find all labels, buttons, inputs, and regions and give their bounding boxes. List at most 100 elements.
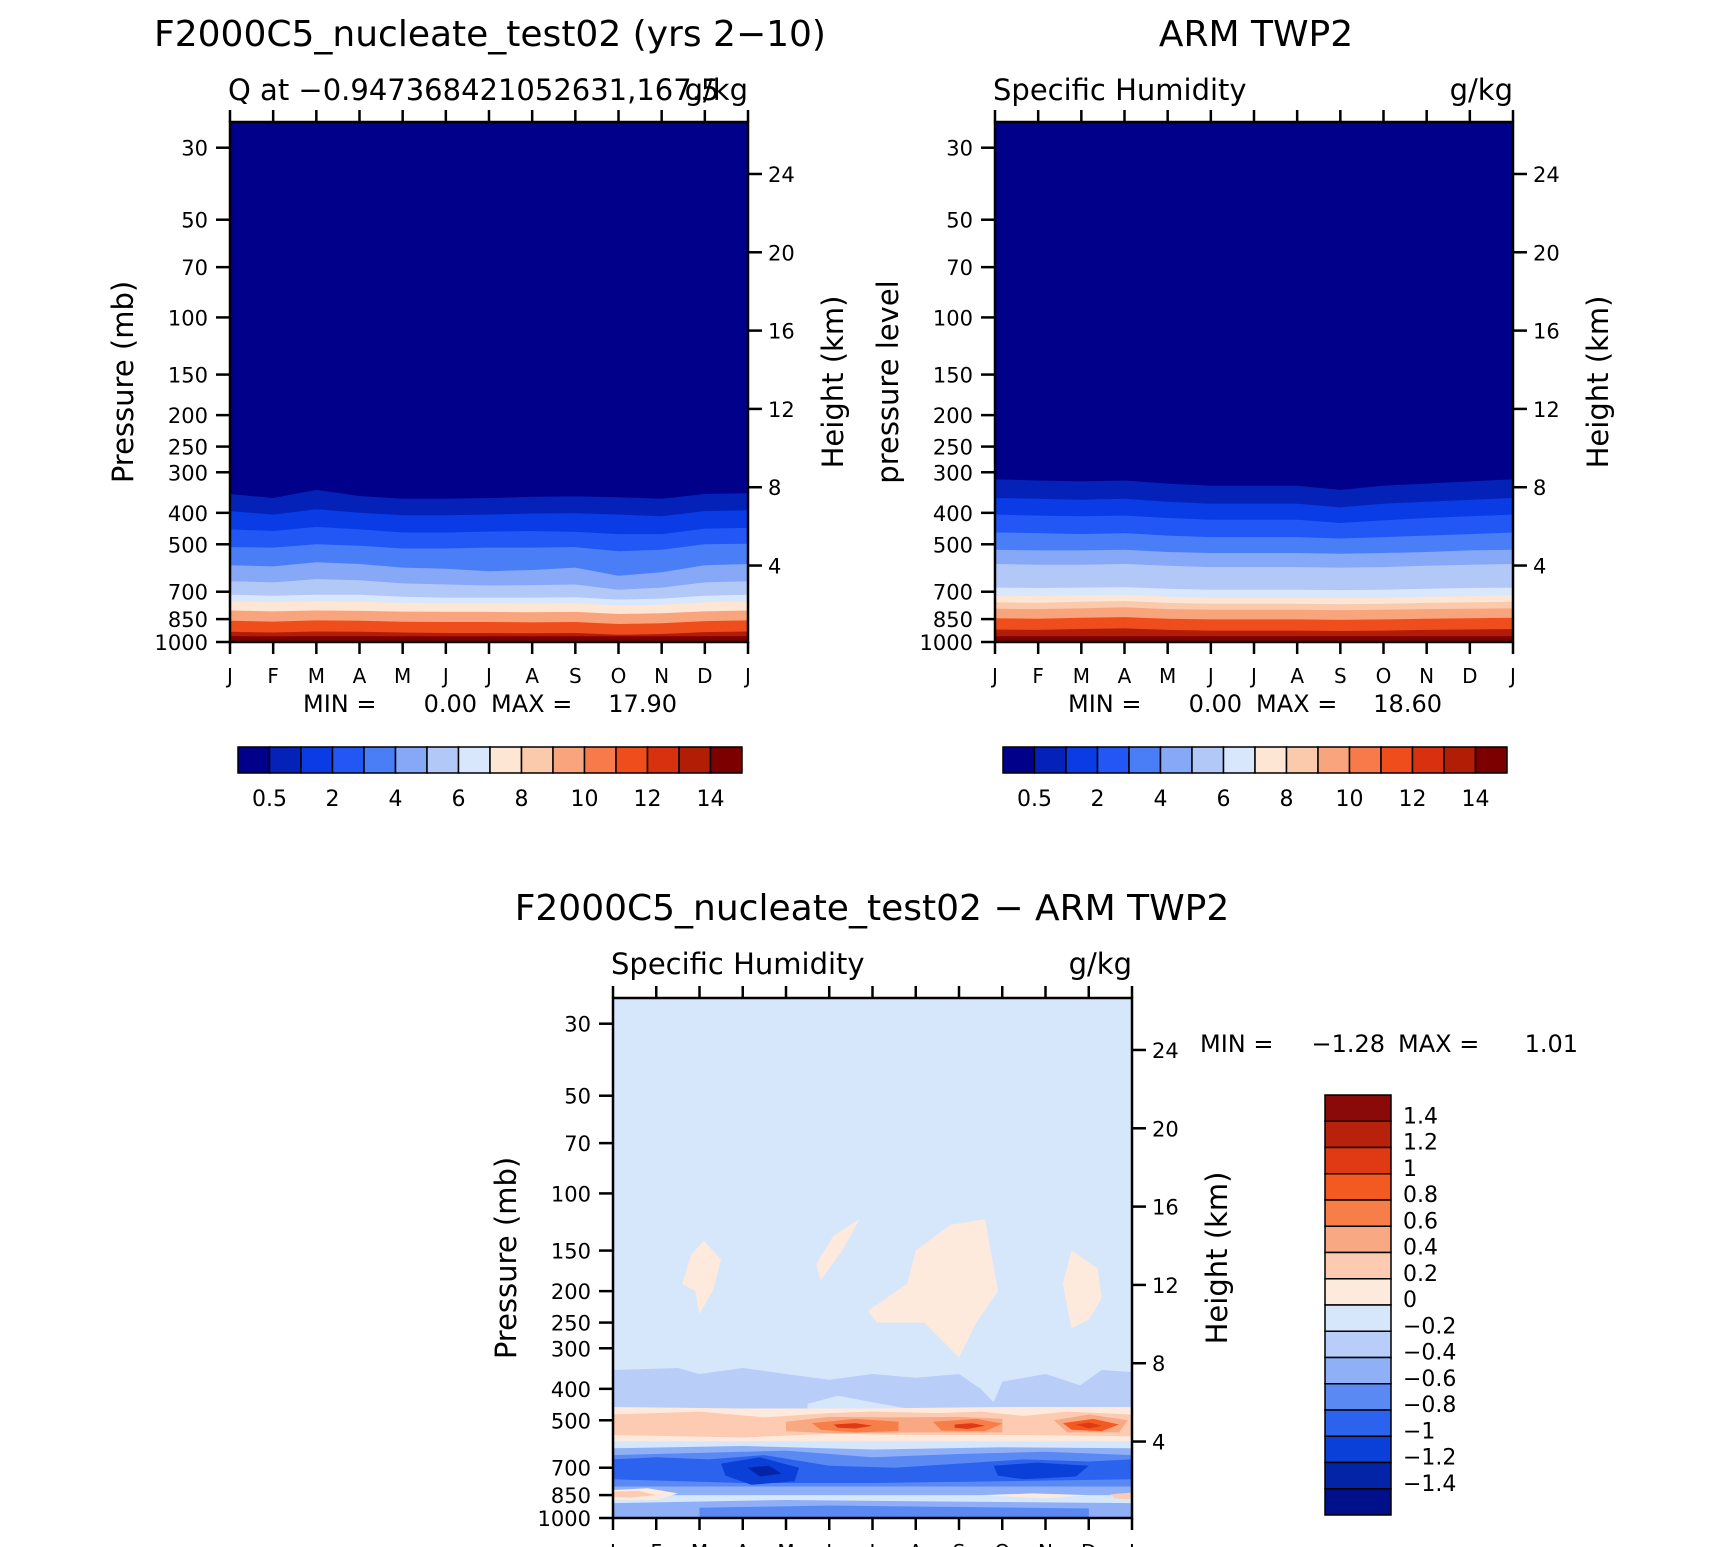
diff-htick-label: 4 [1152, 1431, 1165, 1455]
diff-colorbar-box [1324, 1094, 1392, 1122]
diff-htick-label: 24 [1152, 1039, 1179, 1063]
diff-ptick-label: 300 [551, 1337, 591, 1361]
diff-colorbar: 1.41.210.80.60.40.20−0.2−0.4−0.6−0.8−1−1… [1324, 1094, 1456, 1516]
diff-band-neg-700-e [993, 1462, 1089, 1480]
diff-month-label: M [691, 1540, 708, 1547]
obs-ptick-label: 70 [946, 256, 973, 280]
diff-colorbar-label: 0 [1403, 1288, 1417, 1313]
model-ptick-label: 70 [181, 256, 208, 280]
obs-colorbar-box [1317, 746, 1351, 774]
obs-ptick-label: 850 [933, 608, 973, 632]
diff-max-core-2 [954, 1423, 985, 1429]
diff-min-value: −1.28 [1311, 1030, 1385, 1058]
diff-title: F2000C5_nucleate_test02 − ARM TWP2 [515, 888, 1230, 929]
model-colorbar-label: 6 [452, 787, 466, 812]
obs-colorbar-box [1128, 746, 1162, 774]
obs-ptick-label: 1000 [920, 631, 973, 655]
model-plot [230, 122, 748, 642]
obs-ptick-label: 500 [933, 533, 973, 557]
diff-max-label: MAX = [1398, 1030, 1479, 1058]
obs-colorbar-label: 10 [1336, 787, 1364, 812]
model-ptick-label: 400 [168, 502, 208, 526]
diff-month-label: J [868, 1540, 876, 1547]
obs-colorbar-box [1065, 746, 1099, 774]
model-colorbar-box [331, 746, 365, 774]
model-month-label: J [743, 664, 751, 688]
obs-colorbar-box [1411, 746, 1445, 774]
obs-htick-label: 8 [1533, 476, 1546, 500]
diff-ptick-label: 850 [551, 1484, 591, 1508]
diff-ptick-label: 700 [551, 1457, 591, 1481]
obs-htick-label: 16 [1533, 320, 1560, 344]
diff-surface-neg-2 [699, 1505, 1089, 1518]
obs-min-value: 0.00 [1189, 690, 1242, 718]
obs-colorbar-box [1285, 746, 1319, 774]
model-max-label: MAX = [491, 690, 572, 718]
obs-colorbar-box [1002, 746, 1036, 774]
diff-colorbar-label: 1 [1403, 1157, 1417, 1182]
model-ptick-label: 700 [168, 581, 208, 605]
diff-units: g/kg [1069, 947, 1132, 981]
diff-colorbar-box [1324, 1330, 1392, 1359]
diff-colorbar-box [1324, 1383, 1392, 1411]
obs-colorbar-label: 4 [1154, 787, 1168, 812]
model-colorbar-box [268, 746, 302, 774]
diff-colorbar-label: −1.4 [1403, 1472, 1456, 1497]
obs-htick-label: 4 [1533, 555, 1546, 579]
diff-ptick-label: 400 [551, 1378, 591, 1402]
diff-colorbar-box [1324, 1199, 1392, 1227]
diff-colorbar-label: 0.2 [1403, 1262, 1438, 1287]
model-band-max [230, 636, 748, 642]
diff-ylabel-right: Height (km) [1200, 1172, 1234, 1345]
diff-blob-upper-3 [868, 1219, 998, 1358]
obs-htick-label: 20 [1533, 241, 1560, 265]
model-ptick-label: 150 [168, 364, 208, 388]
diff-ylabel-left: Pressure (mb) [489, 1157, 523, 1359]
model-max-value: 17.90 [608, 690, 677, 718]
model-month-label: F [267, 664, 279, 688]
obs-ptick-label: 700 [933, 581, 973, 605]
model-units: g/kg [685, 73, 748, 107]
obs-colorbar-label: 0.5 [1017, 787, 1052, 812]
obs-colorbar-box [1033, 746, 1067, 774]
model-colorbar-label: 10 [571, 787, 599, 812]
model-ylabel-left: Pressure (mb) [106, 281, 140, 483]
model-month-label: M [308, 664, 325, 688]
model-colorbar-box [520, 746, 554, 774]
obs-min-label: MIN = [1068, 690, 1141, 718]
model-colorbar-label: 8 [515, 787, 529, 812]
diff-colorbar-box [1324, 1146, 1392, 1175]
diff-surface-pos-3 [980, 1493, 1089, 1499]
diff-max-core-3 [1075, 1422, 1102, 1429]
diff-month-label: N [1038, 1540, 1053, 1547]
diff-colorbar-label: −0.8 [1403, 1393, 1456, 1418]
diff-blob-upper-1 [682, 1240, 722, 1314]
obs-ylabel-right: Height (km) [1581, 296, 1615, 469]
diff-month-label: D [1081, 1540, 1096, 1547]
model-month-label: N [654, 664, 669, 688]
diff-colorbar-box [1324, 1225, 1392, 1254]
diff-colorbar-box [1324, 1409, 1392, 1437]
diff-ptick-label: 250 [551, 1312, 591, 1336]
model-month-label: J [441, 664, 449, 688]
obs-colorbar: 0.5 2 4 6 8 10 12 14 [1002, 746, 1508, 812]
diff-blob-upper-2 [816, 1219, 860, 1281]
obs-colorbar-box [1348, 746, 1382, 774]
model-colorbar-box [426, 746, 460, 774]
diff-ptick-label: 70 [564, 1132, 591, 1156]
diff-htick-label: 8 [1152, 1352, 1165, 1376]
diff-colorbar-box [1324, 1488, 1392, 1516]
model-ptick-label: 300 [168, 461, 208, 485]
obs-ptick-label: 300 [933, 461, 973, 485]
diff-panel: F2000C5_nucleate_test02 − ARM TWP2 Speci… [489, 888, 1578, 1547]
model-ptick-label: 50 [181, 209, 208, 233]
diff-colorbar-box [1324, 1435, 1392, 1464]
model-ptick-label: 100 [168, 306, 208, 330]
obs-stats: MIN = 0.00 MAX = 18.60 [1068, 690, 1442, 718]
obs-units: g/kg [1450, 73, 1513, 107]
obs-colorbar-box [1191, 746, 1225, 774]
diff-colorbar-label: −0.4 [1403, 1341, 1456, 1366]
model-colorbar: 0.5 2 4 6 8 10 12 14 [237, 746, 743, 812]
diff-colorbar-box [1324, 1120, 1392, 1149]
